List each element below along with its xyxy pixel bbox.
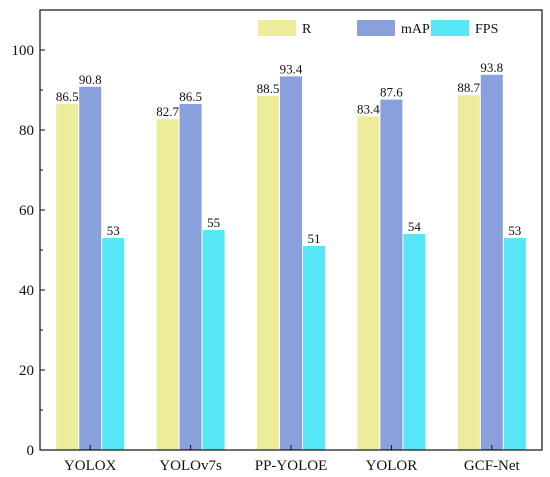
y-tick-label: 60: [19, 203, 34, 219]
data-label: 53: [508, 223, 521, 238]
data-label: 88.7: [457, 80, 480, 95]
x-tick-label: YOLOX: [64, 458, 117, 474]
data-label: 53: [107, 223, 120, 238]
data-label: 51: [308, 231, 321, 246]
bar-fps-yolox: [102, 238, 125, 450]
bar-r-yolor: [357, 116, 380, 451]
bar-map-yolov7s: [179, 104, 202, 450]
data-labels-layer: 86.590.85382.786.55588.593.45183.487.654…: [56, 60, 521, 246]
bar-fps-yolov7s: [202, 230, 225, 450]
bar-map-pp-yoloe: [280, 76, 302, 451]
bar-r-yolov7s: [156, 119, 179, 450]
data-label: 55: [207, 215, 220, 230]
bar-r-yolox: [56, 104, 79, 450]
bar-map-gcf-net: [480, 74, 503, 451]
y-tick-label: 40: [19, 283, 34, 299]
data-label: 87.6: [380, 85, 403, 100]
x-tick-label: GCF-Net: [464, 458, 521, 474]
bar-fps-pp-yoloe: [303, 246, 325, 450]
data-label: 86.5: [56, 89, 79, 104]
data-label: 83.4: [357, 101, 380, 116]
bar-fps-yolor: [403, 234, 426, 450]
bar-r-gcf-net: [457, 95, 480, 450]
bar-r-pp-yoloe: [257, 96, 279, 450]
data-label: 54: [408, 219, 422, 234]
bar-fps-gcf-net: [503, 238, 526, 450]
legend-label-r: R: [302, 22, 312, 37]
x-axis: YOLOX YOLOv7s PP-YOLOE YOLOR GCF-Net: [64, 445, 521, 474]
data-label: 88.5: [257, 81, 280, 96]
data-label: 93.8: [480, 60, 503, 75]
y-tick-label: 0: [27, 443, 35, 459]
y-tick-label: 20: [19, 363, 34, 379]
y-tick-label: 100: [12, 43, 35, 59]
data-label: 82.7: [156, 104, 179, 119]
bar-map-yolor: [380, 99, 403, 450]
bar-map-yolox: [79, 86, 102, 451]
x-tick-label: YOLOR: [366, 458, 418, 474]
data-label: 90.8: [79, 72, 102, 87]
legend-swatch-fps: [431, 20, 469, 36]
x-tick-label: PP-YOLOE: [255, 458, 328, 474]
legend-label-map: mAP: [401, 22, 430, 37]
legend-label-fps: FPS: [475, 22, 498, 37]
bars-layer: [56, 74, 526, 451]
legend-swatch-map: [357, 20, 395, 36]
y-tick-label: 80: [19, 123, 34, 139]
data-label: 93.4: [280, 61, 303, 76]
x-tick-label: YOLOv7s: [159, 458, 222, 474]
y-axis: 0 20 40 60 80 100: [12, 43, 45, 459]
legend-swatch-r: [258, 20, 296, 36]
data-label: 86.5: [179, 89, 202, 104]
